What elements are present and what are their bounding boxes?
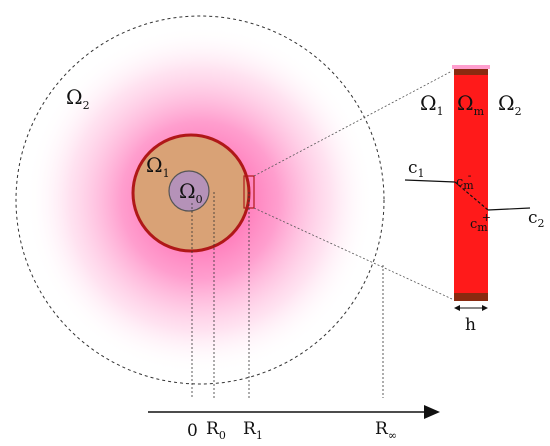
label-omega2-outer: Ω2 (66, 85, 90, 112)
outer-boundary (15, 15, 385, 385)
inset-label-omega1: Ω1 (420, 91, 444, 118)
axis-label-r1: R1 (243, 419, 263, 442)
inset-label-cm-minus: cm- (456, 169, 474, 192)
membrane-top-edge (454, 69, 488, 75)
profile-c2 (487, 207, 531, 211)
membrane-strip (454, 69, 488, 301)
axis-label-r0: R0 (206, 419, 226, 442)
inset-label-cm-plus: cm+ (470, 211, 491, 234)
inset-label-c1: c1 (408, 158, 425, 180)
axis-label-rinf: R∞ (375, 419, 397, 442)
inset-label-omegam: Ωm (457, 91, 485, 118)
membrane-bottom-edge (454, 293, 488, 301)
axis-label-0: 0 (187, 421, 198, 441)
profile-membrane (454, 181, 489, 211)
label-omega0-core: Ω0 (179, 179, 203, 206)
membrane-top-glow (452, 65, 490, 69)
thickness-arrowhead-right (482, 305, 488, 311)
core-region (168, 170, 210, 212)
label-omega1-shell: Ω1 (146, 153, 170, 180)
inset-label-omega2: Ω2 (498, 91, 522, 118)
thickness-arrowhead-left (454, 305, 460, 311)
axis-arrowhead (424, 405, 440, 419)
zoom-line-top (253, 70, 453, 177)
profile-c1 (404, 179, 456, 183)
inset-label-h: h (465, 315, 476, 335)
inset-label-c2: c2 (528, 208, 545, 230)
zoom-line-bottom (253, 207, 453, 300)
